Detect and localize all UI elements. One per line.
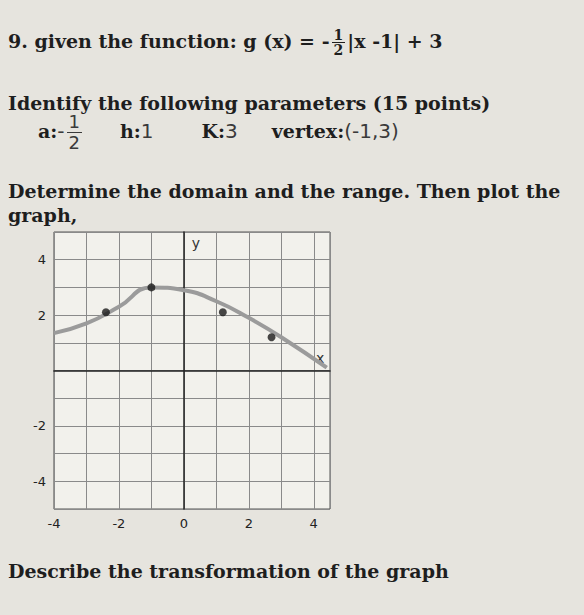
html-text:K: 3: K: 3 [201,119,238,143]
html-text:a: -1: a: -1 [38,111,80,143]
svg-text:y: y [192,235,200,251]
svg-text:-4: -4 [33,474,46,489]
svg-text:4: 4 [38,252,46,267]
svg-text:0: 0 [180,516,188,530]
html-text:9. given the function: g (x) =: 9. given the function: g (x) = - 1 [8,27,344,52]
svg-text:x: x [316,349,325,366]
svg-text:-2: -2 [112,516,125,530]
html-text:2: 2 [68,132,80,153]
html-text:vertex: (-1,3): vertex: (-1,3) [271,119,399,143]
html-text:Identify the following paramet: Identify the following parameters (15 po… [8,92,491,114]
html-text:Determine the domain and the r: Determine the domain and the range. Then… [8,180,561,202]
svg-text:-4: -4 [47,516,60,530]
svg-text:-2: -2 [33,418,46,433]
html-text:graph,: graph, [8,204,78,226]
svg-text:2: 2 [38,308,46,323]
svg-text:4: 4 [310,516,318,530]
html-text:Describe the transformation of: Describe the transformation of the graph [8,560,449,582]
html-text:h: 1: h: 1 [120,119,154,143]
html-text:2 |x -1| + 3: 2 |x -1| + 3 [333,29,443,58]
svg-text:2: 2 [245,516,253,530]
